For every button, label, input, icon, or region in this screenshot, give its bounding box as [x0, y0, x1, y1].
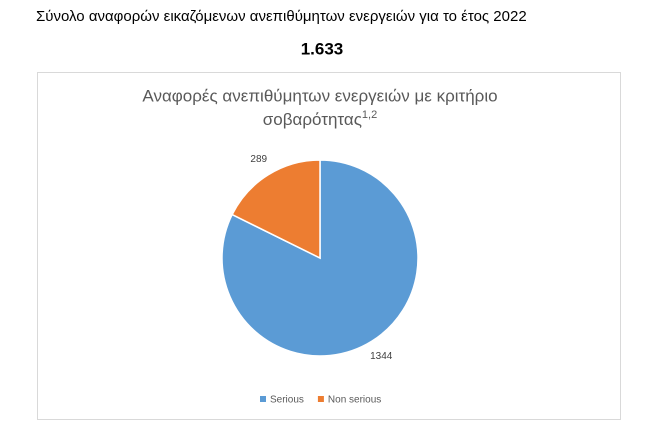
total: 1.633	[301, 39, 344, 58]
legend-label: Non serious	[328, 395, 381, 406]
pie-slice	[231, 159, 321, 260]
data-label: 1344	[370, 351, 393, 362]
chart-title: Αναφορές ανεπιθύμητων ενεργειών με κριτή…	[142, 86, 497, 105]
chart-title: σοβαρότητας1,2	[263, 109, 377, 130]
data-label: 289	[250, 154, 267, 165]
legend-label: Serious	[270, 395, 304, 406]
chart-title-line: σοβαρότητας	[263, 110, 362, 129]
legend-swatch	[317, 396, 324, 402]
heading: Σύνολο αναφορών εικαζόμενων ανεπιθύμητων…	[36, 8, 527, 25]
legend-swatch	[260, 396, 266, 402]
chart-title-superscript: 1,2	[362, 109, 377, 121]
